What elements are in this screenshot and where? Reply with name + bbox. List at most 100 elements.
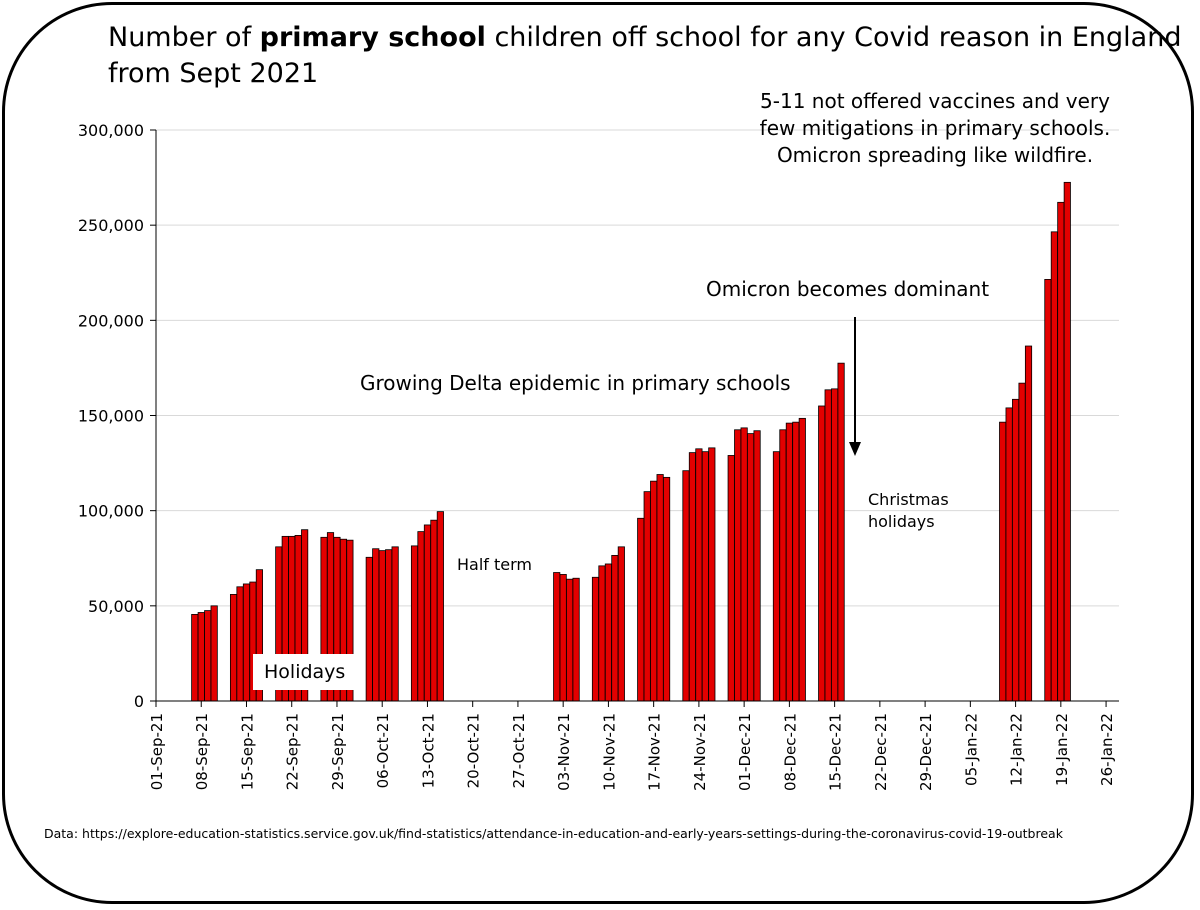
bar xyxy=(1044,279,1052,702)
y-tick-label: 300,000 xyxy=(78,121,144,140)
bar xyxy=(191,613,199,702)
x-tick-label: 29-Dec-21 xyxy=(917,713,935,791)
christmas-line-1: Christmas xyxy=(868,490,949,509)
bar xyxy=(417,531,425,702)
bar xyxy=(378,550,386,702)
bar xyxy=(566,578,574,702)
bar xyxy=(391,546,399,702)
source-note: Data: https://explore-education-statisti… xyxy=(44,826,1063,841)
bar xyxy=(772,451,781,702)
bar xyxy=(611,554,619,702)
bar xyxy=(365,556,373,702)
bar xyxy=(1024,345,1033,702)
bar xyxy=(792,421,800,702)
x-tick-label: 15-Dec-21 xyxy=(827,713,845,791)
bar xyxy=(1057,201,1065,702)
bar xyxy=(798,417,806,702)
half-term-annotation: Half term xyxy=(457,555,532,574)
bar xyxy=(785,422,793,702)
bar xyxy=(779,429,787,702)
vaccine-line-1: 5-11 not offered vaccines and very xyxy=(760,89,1110,113)
bar xyxy=(385,549,393,702)
title-prefix: Number of xyxy=(108,22,260,53)
bar xyxy=(1050,231,1058,702)
x-tick-label: 27-Oct-21 xyxy=(510,713,528,788)
y-tick-label: 150,000 xyxy=(78,407,144,426)
vaccine-annotation: 5-11 not offered vaccines and very few m… xyxy=(735,88,1135,169)
bar xyxy=(734,429,742,702)
bar xyxy=(423,524,432,702)
x-tick-label: 24-Nov-21 xyxy=(691,713,709,791)
x-tick-label: 05-Jan-22 xyxy=(962,713,980,786)
bar xyxy=(410,545,419,702)
x-tick-label: 10-Nov-21 xyxy=(600,713,618,791)
bar xyxy=(999,421,1007,702)
x-tick-label: 26-Jan-22 xyxy=(1098,713,1116,786)
bars xyxy=(191,181,1071,702)
bar xyxy=(1005,407,1013,702)
bar xyxy=(695,448,703,702)
x-tick-label: 29-Sep-21 xyxy=(329,713,347,790)
x-tick-label: 22-Dec-21 xyxy=(872,713,890,791)
bar xyxy=(824,389,832,702)
bar xyxy=(559,574,567,702)
y-tick-labels: 0 50,000 100,000 150,000 200,000 250,000 300,0… xyxy=(78,121,144,711)
bar xyxy=(831,388,839,702)
vaccine-line-3: Omicron spreading like wildfire. xyxy=(776,143,1094,167)
bar xyxy=(650,480,658,702)
x-tick-label: 12-Jan-22 xyxy=(1008,713,1026,786)
bar xyxy=(1018,382,1026,702)
title-bold: primary school xyxy=(259,22,486,53)
bar xyxy=(837,362,845,702)
bar xyxy=(656,474,664,702)
vaccine-line-2: few mitigations in primary schools. xyxy=(759,116,1111,140)
bar xyxy=(701,451,709,702)
bar xyxy=(1063,181,1071,702)
bar xyxy=(591,576,600,702)
bar xyxy=(727,455,735,702)
y-tick-label: 50,000 xyxy=(88,597,144,616)
y-tick-label: 0 xyxy=(134,692,144,711)
omicron-arrow-head xyxy=(849,442,861,456)
x-tick-label: 01-Sep-21 xyxy=(148,713,166,790)
bar xyxy=(197,612,205,702)
bar xyxy=(740,427,748,702)
title-line2: from Sept 2021 xyxy=(108,58,319,89)
x-tick-label: 06-Oct-21 xyxy=(374,713,392,788)
bar xyxy=(204,610,212,702)
bar xyxy=(372,548,380,702)
omicron-annotation: Omicron becomes dominant xyxy=(706,277,990,301)
bar xyxy=(688,452,697,702)
title-suffix: children off school for any Covid reason… xyxy=(485,22,1182,53)
y-tick-label: 200,000 xyxy=(78,311,144,330)
chart-title: Number of primary school children off sc… xyxy=(108,20,1181,92)
x-tick-label: 01-Dec-21 xyxy=(736,713,754,791)
x-tick-label: 15-Sep-21 xyxy=(238,713,256,790)
delta-annotation: Growing Delta epidemic in primary school… xyxy=(360,371,791,395)
x-tick-label: 03-Nov-21 xyxy=(555,713,573,791)
bar xyxy=(436,511,444,702)
bar xyxy=(430,519,438,702)
bar xyxy=(617,546,625,702)
bar xyxy=(553,572,561,702)
x-tick-label: 17-Nov-21 xyxy=(646,713,664,791)
x-tick-label: 08-Dec-21 xyxy=(781,713,799,791)
bar xyxy=(747,433,755,702)
x-tick-label: 13-Oct-21 xyxy=(419,713,437,788)
holidays-annotation: Holidays xyxy=(253,654,357,690)
y-tick-label: 100,000 xyxy=(78,502,144,521)
bar xyxy=(818,405,826,702)
bar xyxy=(1012,398,1020,702)
bar xyxy=(708,447,716,702)
bar xyxy=(598,565,606,702)
bar xyxy=(637,517,645,702)
bar xyxy=(682,470,690,702)
x-tick-label: 19-Jan-22 xyxy=(1053,713,1071,786)
bar xyxy=(229,594,238,702)
bar xyxy=(210,605,218,702)
bar xyxy=(643,491,651,702)
bar xyxy=(242,583,251,702)
bar xyxy=(663,476,671,702)
